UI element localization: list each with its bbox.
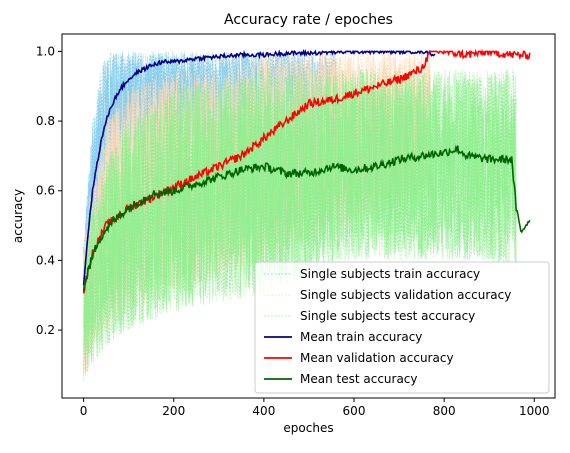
series-2-line-11 [83, 68, 517, 381]
series-4 [82, 48, 531, 294]
series-5 [82, 144, 531, 292]
y-tick-label: 0.4 [36, 253, 55, 267]
plot-area [82, 48, 531, 381]
legend-box [254, 261, 550, 394]
series-1-line-6 [83, 52, 431, 370]
x-tick-label: 1000 [519, 404, 550, 418]
legend-label: Mean test accuracy [300, 372, 418, 386]
legend: Single subjects train accuracy Single sub… [254, 261, 550, 394]
y-tick-label: 0.6 [36, 184, 55, 198]
axis-ticks: 0 200 400 600 800 1000 0.2 0.4 0.6 0.8 1.0 [36, 44, 550, 418]
series-2-line-12 [83, 68, 517, 364]
chart-title: Accuracy rate / epoches [224, 12, 393, 28]
x-tick-label: 400 [252, 404, 275, 418]
series-2-line-13 [83, 69, 517, 366]
x-axis-label: epoches [283, 421, 333, 435]
y-tick-label: 0.2 [36, 323, 55, 337]
legend-label: Mean train accuracy [300, 330, 422, 344]
legend-label: Single subjects validation accuracy [300, 288, 511, 302]
x-tick-label: 0 [80, 404, 88, 418]
legend-label: Single subjects train accuracy [300, 267, 480, 281]
legend-label: Mean validation accuracy [300, 351, 454, 365]
y-tick-label: 0.8 [36, 114, 55, 128]
x-tick-label: 600 [343, 404, 366, 418]
x-tick-label: 200 [162, 404, 185, 418]
axes-frame [61, 33, 556, 399]
series-2-line-8 [83, 69, 517, 362]
series-2 [83, 68, 517, 381]
x-tick-label: 800 [433, 404, 456, 418]
series-3 [82, 48, 436, 286]
y-axis-label: accuracy [11, 189, 25, 243]
legend-label: Single subjects test accuracy [300, 309, 475, 323]
series-2-line-10 [83, 71, 517, 375]
y-tick-label: 1.0 [36, 44, 55, 58]
